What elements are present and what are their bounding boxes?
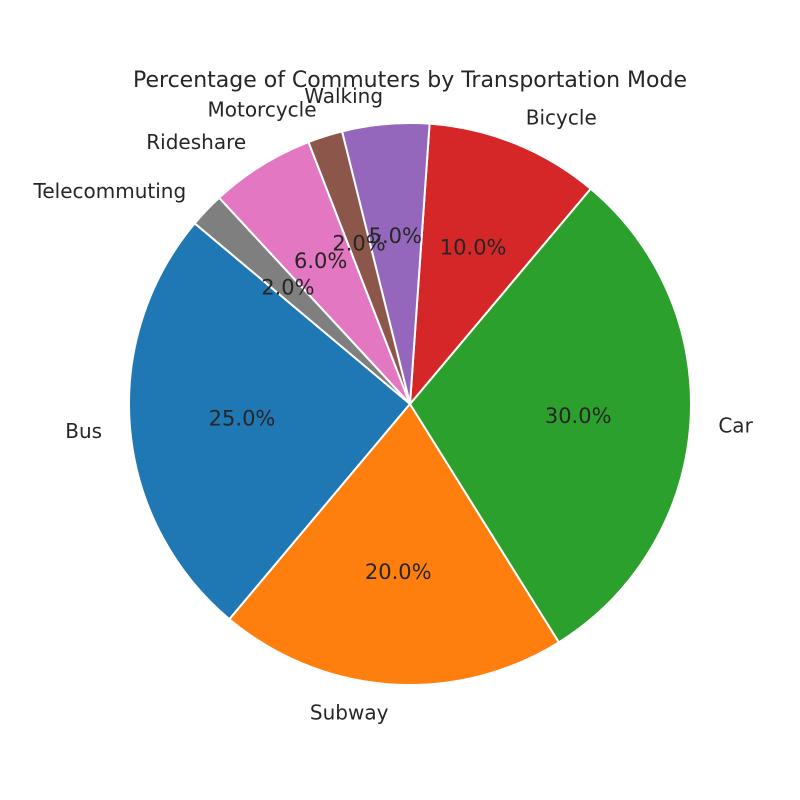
percentage-label-bicycle: 10.0% bbox=[440, 236, 507, 260]
pie-slice-bus bbox=[128, 222, 411, 621]
percentage-label-telecommuting: 2.0% bbox=[261, 276, 314, 300]
percentage-label-motorcycle: 2.0% bbox=[332, 231, 385, 255]
percentage-label-bus: 25.0% bbox=[209, 407, 276, 431]
pie-slice-telecommuting bbox=[193, 196, 411, 405]
category-label-telecommuting: Telecommuting bbox=[33, 179, 187, 203]
percentage-label-walking: 5.0% bbox=[369, 224, 422, 248]
pie-slices bbox=[128, 122, 692, 686]
chart-title: Percentage of Commuters by Transportatio… bbox=[133, 68, 687, 93]
category-label-motorcycle: Motorcycle bbox=[207, 97, 316, 121]
category-label-rideshare: Rideshare bbox=[146, 130, 246, 154]
percentage-label-car: 30.0% bbox=[545, 404, 612, 428]
pie-slice-subway bbox=[228, 403, 560, 686]
percentage-label-rideshare: 6.0% bbox=[294, 249, 347, 273]
pie-slice-bicycle bbox=[409, 122, 592, 405]
category-label-subway: Subway bbox=[310, 700, 389, 724]
category-label-car: Car bbox=[718, 414, 753, 438]
pie-slice-car bbox=[409, 187, 692, 644]
percentage-labels: 25.0%20.0%30.0%10.0%5.0%2.0%6.0%2.0% bbox=[209, 224, 612, 584]
category-label-bicycle: Bicycle bbox=[526, 105, 597, 129]
percentage-label-subway: 20.0% bbox=[365, 560, 432, 584]
category-label-bus: Bus bbox=[65, 419, 102, 443]
category-label-walking: Walking bbox=[304, 84, 383, 108]
